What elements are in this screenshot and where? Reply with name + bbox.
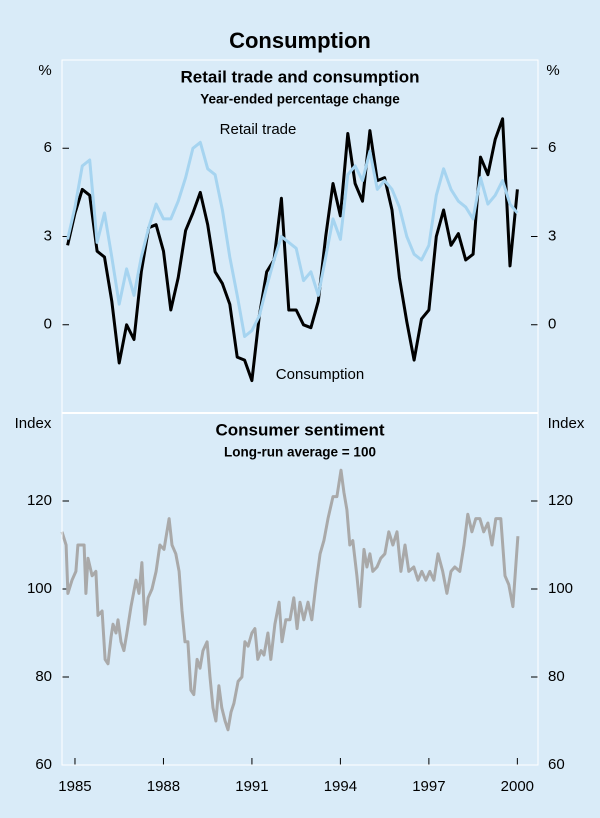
y-tick-label: 60 <box>548 756 565 773</box>
series-label: Retail trade <box>220 121 297 138</box>
page-title: Consumption <box>229 28 371 53</box>
y-tick-label: 3 <box>548 227 556 244</box>
y-axis-label: Index <box>548 415 585 432</box>
y-axis-label: % <box>38 62 51 79</box>
y-tick-label: 3 <box>44 227 52 244</box>
x-tick-label: 1988 <box>147 778 180 795</box>
x-tick-label: 1991 <box>235 778 268 795</box>
y-tick-label: 120 <box>27 492 52 509</box>
y-tick-label: 80 <box>548 668 565 685</box>
data-line <box>60 468 520 732</box>
panel-subtitle: Long-run average = 100 <box>224 445 376 460</box>
panel-title: Consumer sentiment <box>215 420 384 439</box>
y-axis-label: Index <box>15 415 52 432</box>
data-line <box>66 140 519 338</box>
y-tick-label: 100 <box>548 580 573 597</box>
series-label: Consumption <box>276 366 364 383</box>
y-tick-label: 6 <box>44 139 52 156</box>
y-tick-label: 6 <box>548 139 556 156</box>
y-tick-label: 80 <box>35 668 52 685</box>
y-tick-label: 60 <box>35 756 52 773</box>
y-tick-label: 120 <box>548 492 573 509</box>
data-line <box>66 117 519 383</box>
panel-title: Retail trade and consumption <box>181 67 420 86</box>
x-tick-label: 2000 <box>501 778 534 795</box>
x-tick-label: 1997 <box>412 778 445 795</box>
y-tick-label: 0 <box>44 316 52 333</box>
y-axis-label: % <box>546 62 559 79</box>
y-tick-label: 100 <box>27 580 52 597</box>
x-tick-label: 1994 <box>324 778 357 795</box>
x-tick-label: 1985 <box>58 778 91 795</box>
panel-subtitle: Year-ended percentage change <box>200 92 400 107</box>
y-tick-label: 0 <box>548 316 556 333</box>
